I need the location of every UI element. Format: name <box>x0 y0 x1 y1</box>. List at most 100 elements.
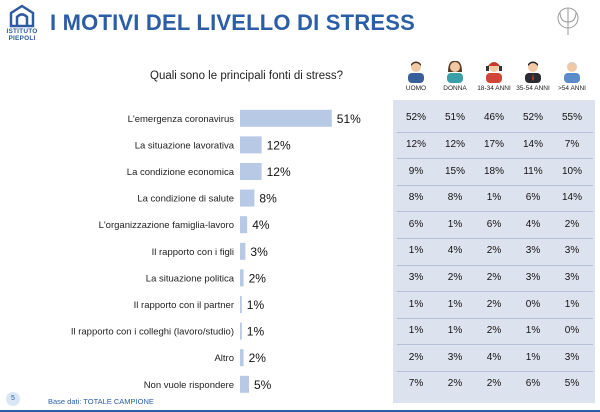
table-cell: 1% <box>408 298 424 310</box>
logo-line1: ISTITUTO <box>6 28 38 35</box>
table-cell: 3% <box>564 271 580 283</box>
bar-value-label: 2% <box>249 351 267 365</box>
row-divider <box>397 371 593 372</box>
table-cell: 3% <box>564 245 580 257</box>
bar <box>240 109 332 127</box>
row-divider <box>397 158 593 160</box>
young-person-icon <box>486 62 502 83</box>
table-cell: 2% <box>486 298 502 310</box>
table-cell: 55% <box>561 112 582 124</box>
table-cell: 18% <box>483 165 504 177</box>
category-label: Il rapporto con i colleghi (lavoro/studi… <box>71 327 234 338</box>
table-cell: 14% <box>561 192 582 204</box>
row-divider <box>397 211 593 213</box>
table-cell: 11% <box>523 165 543 177</box>
bar-value-label: 1% <box>247 325 265 339</box>
category-label: L'emergenza coronavirus <box>128 114 235 125</box>
chart-question: Quali sono le principali fonti di stress… <box>150 70 344 82</box>
logo-line2: PIEPOLI <box>8 35 36 42</box>
row-divider <box>397 131 593 133</box>
table-cell: 12% <box>405 138 426 150</box>
table-cell: 7% <box>408 378 424 390</box>
table-cell: 9% <box>408 165 424 177</box>
table-cell: 2% <box>486 245 502 257</box>
woman-icon <box>447 60 463 83</box>
column-header: 18-34 ANNI <box>474 60 514 92</box>
bar <box>240 163 262 180</box>
breakdown-panel <box>393 100 595 403</box>
table-cell: 1% <box>447 218 463 230</box>
table-cell: 52% <box>405 112 426 124</box>
row-divider <box>397 264 593 266</box>
category-label: Altro <box>214 353 234 364</box>
table-cell: 7% <box>564 138 580 150</box>
bar <box>240 375 249 393</box>
bar-value-label: 8% <box>259 192 277 206</box>
table-cell: 2% <box>486 271 502 283</box>
table-cell: 6% <box>486 218 502 230</box>
category-label: L'organizzazione famiglia-lavoro <box>99 220 234 231</box>
table-cell: 46% <box>483 112 504 124</box>
bar <box>240 189 255 207</box>
category-label: La situazione lavorativa <box>135 140 235 151</box>
row-divider <box>397 344 593 346</box>
column-label: DONNA <box>443 85 467 92</box>
page-title: I MOTIVI DEL LIVELLO DI STRESS <box>50 10 415 35</box>
bar-chart: L'emergenza coronavirus 51% La situazione … <box>71 109 361 393</box>
column-label: 18-34 ANNI <box>477 85 511 92</box>
table-cell: 1% <box>447 325 463 337</box>
table-cell: 14% <box>522 138 543 150</box>
table-cell: 4% <box>525 218 541 230</box>
table-cell: 1% <box>525 325 541 337</box>
column-label: 35-54 ANNI <box>516 85 550 92</box>
bar-value-label: 12% <box>267 165 291 179</box>
category-label: La condizione di salute <box>137 194 234 205</box>
logo: ISTITUTO PIEPOLI <box>4 4 40 42</box>
bottom-divider <box>0 410 600 412</box>
bar-value-label: 3% <box>250 245 268 259</box>
table-cell: 0% <box>525 298 541 310</box>
page-number: 5 <box>6 392 20 406</box>
bar <box>240 216 248 234</box>
table-cell: 6% <box>408 218 424 230</box>
table-cell: 2% <box>408 351 424 363</box>
table-cell: 3% <box>525 245 541 257</box>
bar-value-label: 5% <box>254 378 272 392</box>
table-cell: 10% <box>561 165 582 177</box>
logo-icon <box>9 4 35 28</box>
table-cell: 1% <box>564 298 580 310</box>
table-cell: 1% <box>486 192 502 204</box>
table-cell: 15% <box>444 165 465 177</box>
bar <box>240 242 246 260</box>
table-cell: 2% <box>564 218 580 230</box>
category-label: Non vuole rispondere <box>144 380 234 391</box>
bar <box>240 349 244 367</box>
table-cell: 51% <box>444 112 465 124</box>
bar-value-label: 51% <box>337 112 361 126</box>
man-icon <box>408 61 424 83</box>
bar-value-label: 4% <box>252 218 270 232</box>
table-cell: 1% <box>447 298 463 310</box>
table-cell: 17% <box>483 138 504 150</box>
bar-value-label: 1% <box>247 298 265 312</box>
bar <box>240 136 262 154</box>
bar-value-label: 12% <box>267 138 291 152</box>
column-header: >54 ANNI <box>552 60 592 92</box>
table-cell: 3% <box>564 351 580 363</box>
table-cell: 4% <box>486 351 502 363</box>
row-divider <box>397 317 593 319</box>
table-cell: 1% <box>408 245 424 257</box>
table-cell: 0% <box>564 325 580 337</box>
column-label: UOMO <box>405 85 427 92</box>
table-cell: 2% <box>486 325 502 337</box>
table-cell: 4% <box>447 245 463 257</box>
category-label: Il rapporto con il partner <box>134 300 234 311</box>
bar <box>240 269 244 287</box>
bar <box>240 322 242 340</box>
row-divider <box>397 184 593 186</box>
table-cell: 8% <box>408 192 424 204</box>
category-label: La situazione politica <box>146 273 235 284</box>
column-header: UOMO <box>396 60 436 92</box>
table-cell: 8% <box>447 192 463 204</box>
category-label: Il rapporto con i figli <box>152 247 234 258</box>
